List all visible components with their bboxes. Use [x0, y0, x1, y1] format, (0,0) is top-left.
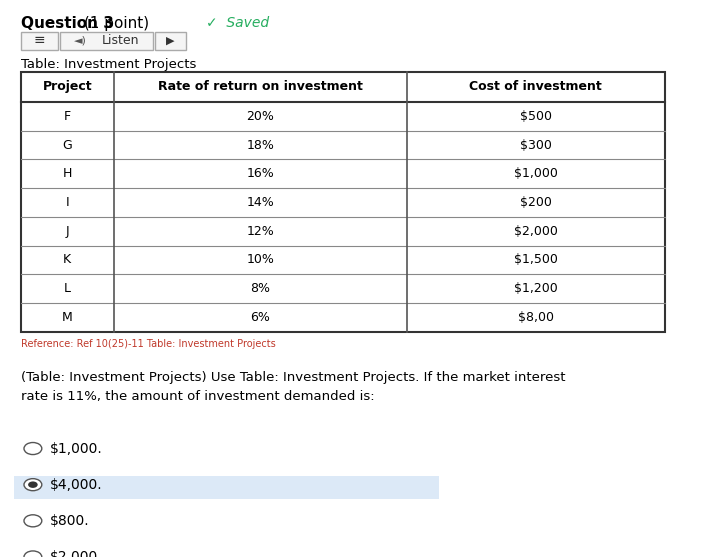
Text: 20%: 20% — [246, 110, 274, 123]
Text: ▶: ▶ — [166, 35, 175, 45]
Text: (Table: Investment Projects) Use Table: Investment Projects. If the market inter: (Table: Investment Projects) Use Table: … — [20, 371, 565, 403]
Text: $200: $200 — [520, 196, 552, 209]
Text: $500: $500 — [520, 110, 552, 123]
Circle shape — [24, 478, 42, 491]
Text: 8%: 8% — [251, 282, 270, 295]
Text: ≡: ≡ — [33, 33, 45, 47]
Circle shape — [24, 515, 42, 527]
Text: $1,500: $1,500 — [514, 253, 558, 266]
Text: I: I — [65, 196, 69, 209]
FancyBboxPatch shape — [155, 32, 186, 50]
Text: Question 3: Question 3 — [20, 16, 114, 31]
Text: J: J — [65, 224, 69, 238]
Text: Listen: Listen — [101, 34, 139, 47]
Text: Table: Investment Projects: Table: Investment Projects — [20, 58, 196, 71]
Text: 18%: 18% — [246, 139, 274, 152]
Circle shape — [24, 442, 42, 455]
Text: $4,000.: $4,000. — [50, 478, 102, 492]
Text: $1,000: $1,000 — [514, 167, 558, 180]
Text: $1,200: $1,200 — [514, 282, 557, 295]
Text: 10%: 10% — [246, 253, 274, 266]
Text: K: K — [63, 253, 72, 266]
Text: L: L — [64, 282, 71, 295]
Text: 6%: 6% — [251, 311, 270, 324]
Text: $800.: $800. — [50, 514, 90, 528]
Text: (1 point): (1 point) — [79, 16, 149, 31]
Text: 14%: 14% — [246, 196, 274, 209]
Text: $1,000.: $1,000. — [50, 442, 102, 456]
Text: $8,00: $8,00 — [518, 311, 554, 324]
FancyBboxPatch shape — [20, 72, 665, 332]
Circle shape — [28, 481, 38, 488]
Text: Rate of return on investment: Rate of return on investment — [158, 80, 363, 94]
Text: G: G — [62, 139, 72, 152]
FancyBboxPatch shape — [20, 32, 58, 50]
FancyBboxPatch shape — [14, 476, 439, 499]
Text: 16%: 16% — [246, 167, 274, 180]
Text: ✓  Saved: ✓ Saved — [206, 16, 269, 30]
Text: $2,000.: $2,000. — [50, 550, 102, 557]
Text: ◄): ◄) — [74, 35, 87, 45]
Text: H: H — [62, 167, 72, 180]
Circle shape — [24, 551, 42, 557]
Text: Reference: Ref 10(25)-11 Table: Investment Projects: Reference: Ref 10(25)-11 Table: Investme… — [20, 339, 275, 349]
Text: F: F — [64, 110, 71, 123]
Text: Project: Project — [42, 80, 92, 94]
Text: 12%: 12% — [246, 224, 274, 238]
Text: Cost of investment: Cost of investment — [470, 80, 602, 94]
FancyBboxPatch shape — [60, 32, 153, 50]
Text: $300: $300 — [520, 139, 552, 152]
Text: M: M — [62, 311, 72, 324]
Text: $2,000: $2,000 — [514, 224, 558, 238]
